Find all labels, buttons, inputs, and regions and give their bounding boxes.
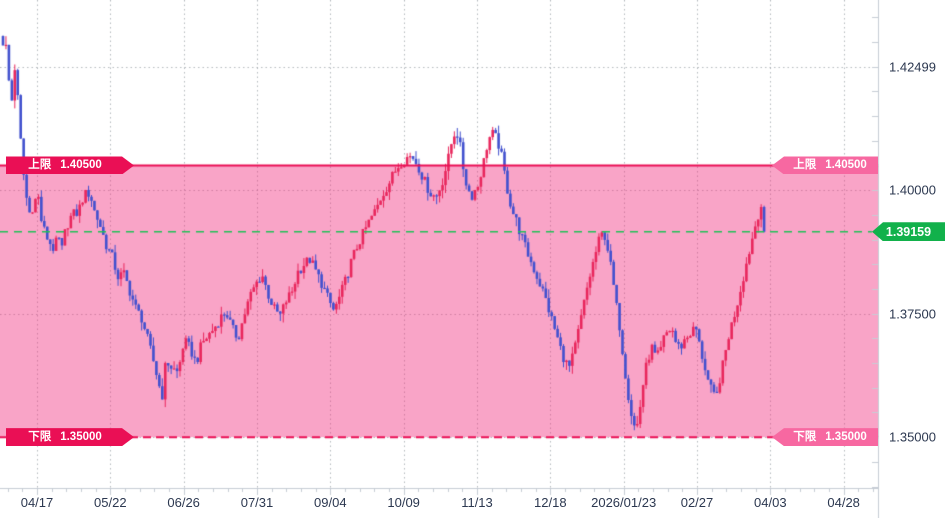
y-axis-labels: 1.42499 1.40000 1.37500 1.35000 — [889, 59, 936, 445]
x-axis-label: 05/22 — [94, 495, 127, 510]
x-axis-label: 06/26 — [167, 495, 200, 510]
upper-limit-value: 1.40500 — [60, 159, 102, 172]
y-axis-label: 1.40000 — [889, 182, 936, 198]
upper-limit-label: 上限 — [793, 159, 817, 172]
y-axis-label: 1.37500 — [889, 306, 936, 322]
x-axis-label: 04/17 — [20, 495, 54, 510]
lower-limit-value: 1.35000 — [60, 431, 102, 444]
x-axis-label: 02/27 — [680, 495, 714, 510]
x-axis-label: 04/28 — [827, 495, 860, 510]
x-axis-label: 11/13 — [461, 495, 493, 510]
lower-limit-value: 1.35000 — [825, 431, 867, 444]
lower-limit-label: 下限 — [28, 431, 52, 444]
x-axis-label: 09/04 — [314, 495, 347, 510]
x-axis-label: 12/18 — [534, 495, 567, 510]
upper-limit-label: 上限 — [28, 159, 52, 172]
x-axis-label: 04/03 — [754, 495, 787, 510]
x-axis-label: 2026/01/23 — [591, 495, 657, 510]
x-axis-label: 07/31 — [240, 495, 274, 510]
upper-limit-banner-right[interactable]: 上限 1.40500 — [772, 156, 878, 175]
lower-limit-banner-left[interactable]: 下限 1.35000 — [6, 428, 134, 446]
x-axis-label: 10/09 — [387, 495, 420, 510]
y-axis-label: 1.42499 — [889, 59, 936, 75]
x-axis-labels: 04/17 05/22 06/26 07/31 09/04 10/09 11/13 12/18… — [0, 495, 878, 518]
current-price-badge: 1.39159 — [872, 222, 945, 242]
lower-limit-label: 下限 — [793, 431, 817, 444]
current-price-value: 1.39159 — [885, 224, 932, 239]
upper-limit-value: 1.40500 — [825, 159, 867, 172]
y-axis-label: 1.35000 — [889, 429, 936, 445]
upper-limit-banner-left[interactable]: 上限 1.40500 — [6, 156, 134, 174]
lower-limit-banner-right[interactable]: 下限 1.35000 — [772, 428, 878, 447]
